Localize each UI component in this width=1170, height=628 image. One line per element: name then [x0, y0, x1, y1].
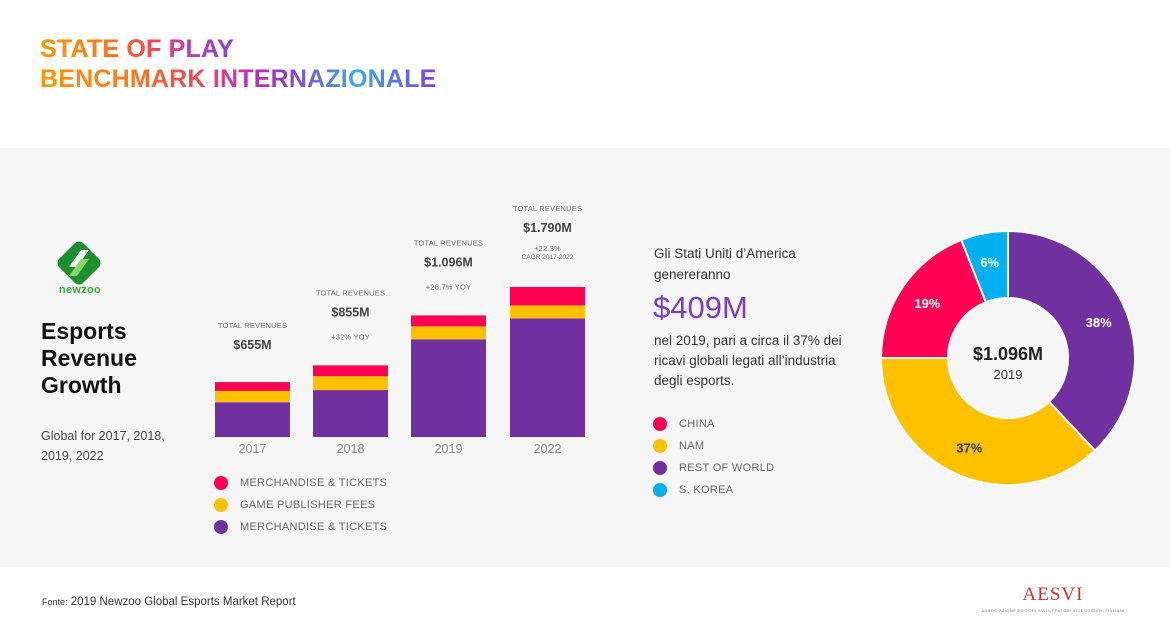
callout-amount: $409M	[653, 290, 748, 325]
donut-slice-rest-of-world	[1007, 230, 1136, 452]
chart-heading-line2: Revenue	[41, 345, 137, 371]
bar-segment-2018-0	[313, 390, 388, 437]
bar-segment-2022-0	[510, 318, 585, 437]
donut-slice-label: 6%	[980, 255, 999, 270]
legend-dot-icon	[214, 520, 228, 534]
callout-intro: Gli Stati Uniti d’America genereranno	[654, 246, 796, 282]
newzoo-logo-icon	[57, 241, 101, 285]
total-revenues-label: TOTAL REVENUES	[316, 288, 385, 297]
legend-label: NAM	[679, 440, 705, 452]
donut-center-year: 2019	[994, 367, 1023, 382]
aesvi-name: AESVI	[1022, 584, 1084, 605]
bar-segment-2019-0	[411, 339, 486, 437]
donut-slice-label: 19%	[914, 296, 940, 311]
total-revenues-label: TOTAL REVENUES	[513, 204, 582, 213]
chart-heading: Esports Revenue Growth	[41, 318, 137, 399]
donut-slice-s-korea	[959, 230, 1009, 304]
donut-slice-china	[880, 238, 988, 359]
legend-item: CHINA	[653, 413, 774, 435]
total-revenues-label: TOTAL REVENUES	[414, 238, 483, 247]
growth-note: +32% YOY	[331, 332, 370, 341]
growth-note: +26.7% YOY	[426, 282, 471, 291]
total-value-label: $1.790M	[523, 221, 572, 235]
chart-heading-line1: Esports	[41, 318, 127, 344]
legend-item: MERCHANDISE & TICKETS	[214, 472, 387, 494]
legend-dot-icon	[653, 417, 667, 431]
legend-label: CHINA	[679, 418, 715, 430]
bar-segment-2022-1	[510, 305, 585, 319]
donut-chart-legend: CHINA NAM REST OF WORLD S. KOREA	[653, 413, 774, 501]
bar-segment-2017-2	[215, 382, 290, 391]
x-tick-label: 2019	[435, 442, 463, 456]
source-label: Fonte:	[42, 597, 68, 607]
bar-chart-legend: MERCHANDISE & TICKETS GAME PUBLISHER FEE…	[214, 472, 387, 538]
newzoo-logo-text: newzoo	[58, 284, 102, 296]
legend-label: S. KOREA	[679, 484, 734, 496]
bar-segment-2019-1	[411, 326, 486, 340]
total-value-label: $855M	[331, 305, 369, 319]
x-tick-label: 2022	[534, 442, 562, 456]
legend-label: MERCHANDISE & TICKETS	[240, 521, 388, 533]
legend-item: NAM	[653, 435, 774, 457]
bar-segment-2018-2	[313, 365, 388, 377]
total-revenues-label: TOTAL REVENUES	[218, 321, 287, 330]
bar-segment-2019-2	[411, 315, 486, 327]
aesvi-logo: AESVI ASSOCIAZIONE EDITORI SVILUPPATORI …	[958, 584, 1148, 614]
legend-dot-icon	[214, 476, 228, 490]
donut-chart: 38% 37% 19% 6% $1.096M 2019	[880, 230, 1136, 486]
legend-label: REST OF WORLD	[679, 462, 775, 474]
donut-center-value: $1.096M	[973, 344, 1043, 364]
stacked-bar-chart: 2017 TOTAL REVENUES $655M 2018 TOTAL REVENUE…	[215, 204, 585, 456]
growth-subnote: CAGR 2017-2022	[522, 254, 574, 261]
donut-slice-label: 38%	[1086, 315, 1112, 330]
bar-segment-2022-2	[510, 287, 585, 306]
total-value-label: $1.096M	[424, 255, 473, 269]
legend-dot-icon	[653, 483, 667, 497]
bar-segment-2017-1	[215, 390, 290, 403]
chart-heading-line3: Growth	[41, 372, 122, 398]
donut-slice-nam	[880, 357, 1097, 486]
legend-dot-icon	[214, 498, 228, 512]
total-value-label: $655M	[233, 338, 271, 352]
legend-dot-icon	[653, 461, 667, 475]
legend-dot-icon	[653, 439, 667, 453]
chart-subtitle: Global for 2017, 2018, 2019, 2022	[41, 429, 165, 463]
callout-body: nel 2019, pari a circa il 37% dei ricavi…	[654, 333, 842, 388]
legend-item: REST OF WORLD	[653, 457, 774, 479]
legend-item: GAME PUBLISHER FEES	[214, 494, 387, 516]
x-tick-label: 2018	[337, 442, 365, 456]
source-text: 2019 Newzoo Global Esports Market Report	[70, 596, 296, 608]
bar-segment-2017-0	[215, 402, 290, 437]
legend-label: MERCHANDISE & TICKETS	[240, 477, 388, 489]
page-title-line1: STATE OF PLAY	[40, 34, 250, 64]
legend-item: MERCHANDISE & TICKETS	[214, 516, 387, 538]
legend-label: GAME PUBLISHER FEES	[240, 499, 376, 511]
source-note: Fonte: 2019 Newzoo Global Esports Market…	[42, 596, 296, 608]
page-title: STATE OF PLAY BENCHMARK INTERNAZIONALE	[40, 34, 436, 94]
bar-segment-2018-1	[313, 376, 388, 391]
donut-slice-label: 37%	[956, 440, 982, 455]
x-tick-label: 2017	[239, 442, 267, 456]
growth-note: +22.3%	[534, 244, 561, 253]
aesvi-subtitle: ASSOCIAZIONE EDITORI SVILUPPATORI VIDEOG…	[981, 608, 1125, 613]
legend-item: S. KOREA	[653, 479, 774, 501]
